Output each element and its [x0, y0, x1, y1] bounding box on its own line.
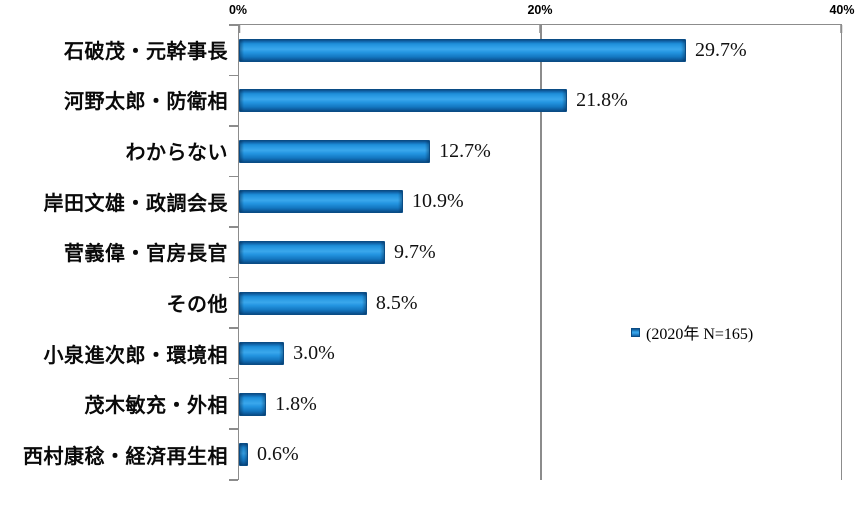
value-label: 29.7% — [694, 38, 747, 61]
value-label: 0.6% — [257, 443, 299, 466]
bar-row: 29.7% — [239, 25, 841, 76]
legend-square-icon — [631, 327, 640, 337]
category-label: わからない — [125, 142, 228, 165]
category-label: 石破茂・元幹事長 — [64, 40, 228, 63]
data-bar — [239, 240, 385, 264]
category-label: その他 — [166, 294, 228, 317]
data-bar — [239, 342, 285, 366]
bar-row: 9.7% — [239, 227, 841, 278]
data-bar — [239, 392, 267, 416]
value-label: 9.7% — [393, 240, 436, 263]
y-axis-tick-mark — [229, 226, 238, 228]
value-label: 1.8% — [275, 392, 317, 415]
category-labels-column: 石破茂・元幹事長 河野太郎・防衛相わからない岸田文雄・政調会長菅義偉・官房長官その… — [0, 24, 228, 480]
bar-row: 3.0% — [239, 328, 841, 379]
x-axis-tick-label: 40% — [829, 3, 855, 17]
value-label: 10.9% — [412, 190, 464, 213]
y-axis-tick-mark — [229, 276, 238, 279]
data-bar — [239, 89, 568, 113]
legend: (2020年 N=165) — [631, 320, 753, 344]
gridline-20-percent — [540, 25, 542, 480]
bar-row: 21.8% — [239, 76, 841, 127]
bar-row: 8.5% — [239, 278, 841, 329]
data-bar — [239, 38, 686, 62]
y-axis-tick-mark — [229, 428, 238, 430]
data-bar — [239, 190, 404, 214]
value-label: 8.5% — [375, 291, 418, 314]
x-axis-tick-label: 20% — [527, 3, 553, 17]
y-axis-tick-mark — [229, 125, 238, 127]
value-label: 21.8% — [576, 89, 628, 112]
category-label: 河野太郎・防衛相 — [64, 91, 228, 114]
data-bar — [239, 443, 249, 467]
legend-label: (2020年 N=165) — [646, 326, 754, 343]
x-axis-tick-mark — [840, 25, 842, 33]
y-axis-tick-mark — [229, 479, 238, 481]
data-bar — [239, 291, 367, 315]
bar-rows: 29.7% 21.8% 12.7% 10.9% 9.7% 8.5% 3.0% 1.8% 0.6% — [239, 25, 841, 480]
value-label: 12.7% — [439, 139, 491, 162]
y-axis-tick-mark — [229, 74, 238, 77]
data-bar — [239, 139, 431, 163]
plot-area: 29.7% 21.8% 12.7% 10.9% 9.7% 8.5% 3.0% 1.8% 0.6% — [229, 24, 842, 481]
y-axis-tick-mark — [229, 377, 238, 380]
category-label: 西村康稔・経済再生相 — [23, 446, 228, 469]
x-axis-tick-mark — [238, 25, 240, 33]
category-label: 小泉進次郎・環境相 — [43, 344, 228, 367]
category-label: 菅義偉・官房長官 — [64, 243, 228, 266]
bar-row: 10.9% — [239, 177, 841, 228]
y-axis-tick-mark — [229, 327, 238, 329]
bar-row: 1.8% — [239, 379, 841, 430]
bar-row: 0.6% — [239, 429, 841, 480]
x-axis-tick-mark — [539, 25, 541, 33]
bar-row: 12.7% — [239, 126, 841, 177]
value-label: 3.0% — [293, 342, 335, 365]
category-label: 岸田文雄・政調会長 — [43, 192, 228, 215]
y-axis-tick-mark — [229, 24, 238, 26]
x-axis-tick-label: 0% — [228, 3, 248, 17]
y-axis-tick-mark — [229, 175, 238, 178]
category-label: 茂木敏充・外相 — [84, 395, 228, 418]
